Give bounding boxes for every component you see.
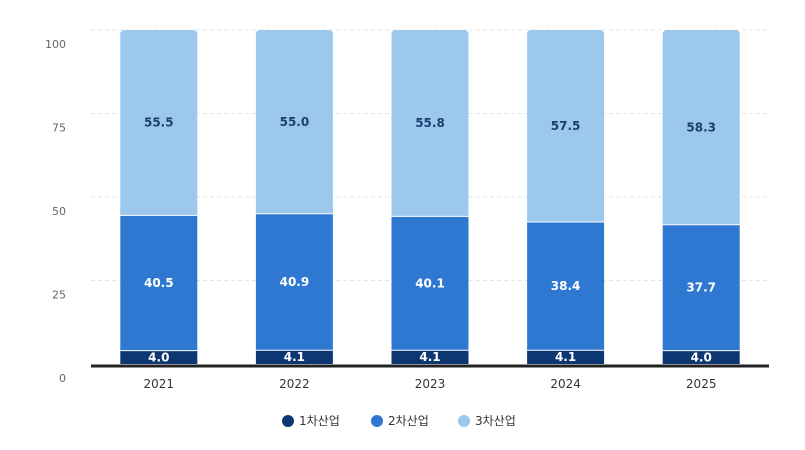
bar-value-label: 38.4	[551, 279, 581, 293]
bar-segment-1[interactable]	[120, 350, 198, 364]
bar-value-label: 40.9	[280, 275, 310, 289]
bar-segment-2[interactable]	[391, 216, 469, 351]
bar-segment-3[interactable]	[120, 30, 198, 216]
legend-marker	[458, 415, 470, 427]
x-tick-label: 2024	[550, 377, 581, 391]
legend-item-1[interactable]: 1차산업	[282, 414, 340, 428]
legend-label: 2차산업	[388, 414, 429, 428]
bar-value-label: 4.1	[419, 350, 440, 364]
y-axis-ticks: 0 25 50 75 100	[45, 38, 66, 385]
x-tick-label: 2021	[144, 377, 175, 391]
x-tick-label: 2023	[415, 377, 446, 391]
bar-segment-1[interactable]	[391, 350, 469, 364]
bar-segment-3[interactable]	[662, 30, 740, 225]
bar-value-label: 55.8	[415, 116, 445, 130]
bar-segment-1[interactable]	[527, 350, 605, 364]
bar-segment-corner-fill	[391, 210, 469, 217]
bar-segment-1[interactable]	[255, 350, 333, 364]
bar-value-label: 55.5	[144, 116, 174, 130]
bar-value-label: 55.0	[280, 115, 310, 129]
legend-label: 1차산업	[299, 414, 340, 428]
legend-marker	[282, 415, 294, 427]
bar-value-labels: 4.0 40.5 55.5 4.1 40.9 55.0 4.1 40.1 55.8 4.1 38.4…	[144, 115, 716, 364]
bar-segment-3[interactable]	[391, 30, 469, 217]
bar-segment-corner-fill	[255, 207, 333, 214]
bars	[120, 30, 740, 364]
y-tick-label: 25	[52, 289, 66, 302]
y-tick-label: 0	[59, 372, 66, 385]
legend-label: 3차산업	[475, 414, 516, 428]
legend[interactable]: 1차산업 2차산업 3차산업	[282, 414, 516, 428]
bar-value-label: 40.1	[415, 276, 445, 290]
x-axis-ticks: 2021 2022 2023 2024 2025	[144, 377, 717, 391]
y-tick-label: 75	[52, 122, 66, 135]
bar-value-label: 4.0	[691, 350, 712, 364]
bar-value-label: 4.0	[148, 350, 169, 364]
bar-value-label: 58.3	[686, 120, 716, 134]
bar-segment-1[interactable]	[662, 350, 740, 364]
bar-value-label: 40.5	[144, 276, 174, 290]
legend-marker	[371, 415, 383, 427]
bar-value-label: 57.5	[551, 119, 581, 133]
y-tick-label: 100	[45, 38, 66, 51]
bar-segment-3[interactable]	[255, 30, 333, 214]
bar-segment-corner-fill	[527, 216, 605, 223]
bar-value-label: 37.7	[686, 281, 716, 295]
bar-segment-3[interactable]	[527, 30, 605, 223]
legend-item-3[interactable]: 3차산업	[458, 414, 516, 428]
bar-segment-corner-fill	[662, 218, 740, 225]
bar-segment-2[interactable]	[255, 213, 333, 351]
bar-value-label: 4.1	[284, 350, 305, 364]
bar-segment-2[interactable]	[120, 215, 198, 351]
x-tick-label: 2022	[279, 377, 310, 391]
bar-segment-corner-fill	[120, 209, 198, 216]
y-tick-label: 50	[52, 205, 66, 218]
bar-segment-2[interactable]	[527, 222, 605, 351]
bar-value-label: 4.1	[555, 350, 576, 364]
legend-item-2[interactable]: 2차산업	[371, 414, 429, 428]
bar-segment-2[interactable]	[662, 224, 740, 351]
x-tick-label: 2025	[686, 377, 717, 391]
